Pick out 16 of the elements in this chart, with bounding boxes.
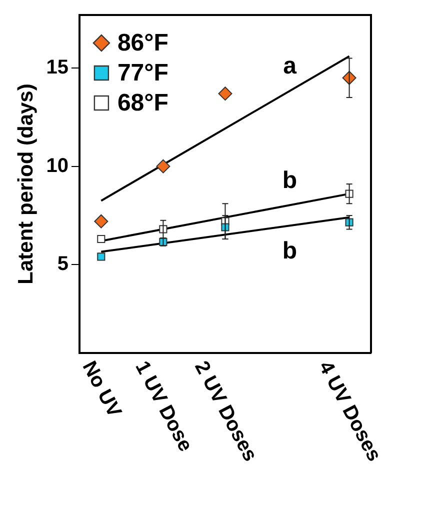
y-tick-label: 10 bbox=[46, 154, 68, 177]
legend-label: 86°F bbox=[117, 30, 168, 57]
annotation: b bbox=[282, 237, 298, 264]
point bbox=[97, 252, 106, 261]
legend-label: 68°F bbox=[117, 90, 168, 117]
annotation: b bbox=[282, 166, 298, 194]
point bbox=[94, 214, 108, 228]
point bbox=[97, 234, 106, 244]
y-tick-label: 15 bbox=[46, 56, 68, 79]
y-axis-title: Latent period (days) bbox=[14, 84, 38, 284]
annotation: a bbox=[283, 52, 298, 80]
y-tick-label: 5 bbox=[57, 253, 68, 276]
point bbox=[156, 159, 170, 174]
x-tick-label: No UV bbox=[78, 358, 126, 422]
legend-label: 77°F bbox=[117, 60, 168, 87]
point bbox=[218, 86, 232, 101]
